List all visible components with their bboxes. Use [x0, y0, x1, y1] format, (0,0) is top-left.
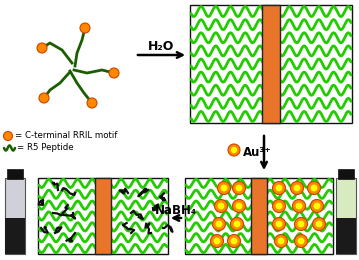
Bar [7, 169, 23, 179]
Circle shape [230, 218, 243, 231]
Circle shape [295, 203, 302, 209]
Text: H₂O: H₂O [148, 41, 174, 54]
Circle shape [233, 199, 246, 212]
Circle shape [290, 181, 303, 194]
Circle shape [236, 185, 242, 191]
Circle shape [294, 235, 308, 248]
Bar [5, 218, 25, 254]
Circle shape [236, 203, 242, 209]
Circle shape [213, 218, 225, 231]
Circle shape [87, 98, 97, 108]
Bar [95, 178, 111, 254]
Bar [262, 5, 280, 123]
Circle shape [278, 238, 284, 244]
Bar [336, 178, 356, 254]
Circle shape [218, 203, 224, 209]
Circle shape [4, 132, 13, 140]
Circle shape [276, 221, 283, 228]
Text: NaBH₄: NaBH₄ [155, 204, 197, 217]
Circle shape [298, 238, 304, 244]
Circle shape [272, 218, 285, 231]
Circle shape [276, 185, 283, 191]
Circle shape [311, 199, 323, 212]
Bar [251, 178, 267, 254]
Bar [38, 178, 168, 254]
Circle shape [316, 221, 322, 228]
Bar [185, 178, 333, 254]
Bar [338, 169, 354, 179]
Circle shape [294, 185, 300, 191]
Bar [190, 5, 352, 123]
Circle shape [233, 181, 246, 194]
Circle shape [221, 185, 227, 191]
Bar [336, 218, 356, 254]
Circle shape [228, 144, 240, 156]
Circle shape [272, 199, 285, 212]
Circle shape [312, 218, 326, 231]
Circle shape [39, 93, 49, 103]
Circle shape [214, 238, 220, 244]
Circle shape [37, 43, 47, 53]
Circle shape [210, 235, 224, 248]
Circle shape [216, 221, 222, 228]
Circle shape [218, 181, 230, 194]
Circle shape [80, 23, 90, 33]
Circle shape [231, 147, 237, 153]
Circle shape [109, 68, 119, 78]
Circle shape [311, 185, 317, 191]
Circle shape [276, 203, 283, 209]
Circle shape [272, 181, 285, 194]
Circle shape [230, 238, 237, 244]
Text: = C-terminal RRIL motif: = C-terminal RRIL motif [15, 132, 117, 140]
Text: = R5 Peptide: = R5 Peptide [17, 144, 74, 153]
Circle shape [294, 218, 308, 231]
Circle shape [314, 203, 320, 209]
Circle shape [275, 235, 288, 248]
Bar [5, 178, 25, 254]
Circle shape [293, 199, 306, 212]
Circle shape [228, 235, 241, 248]
Circle shape [214, 199, 228, 212]
Circle shape [234, 221, 241, 228]
Text: Au³⁺: Au³⁺ [243, 146, 272, 159]
Circle shape [298, 221, 304, 228]
Circle shape [308, 181, 321, 194]
